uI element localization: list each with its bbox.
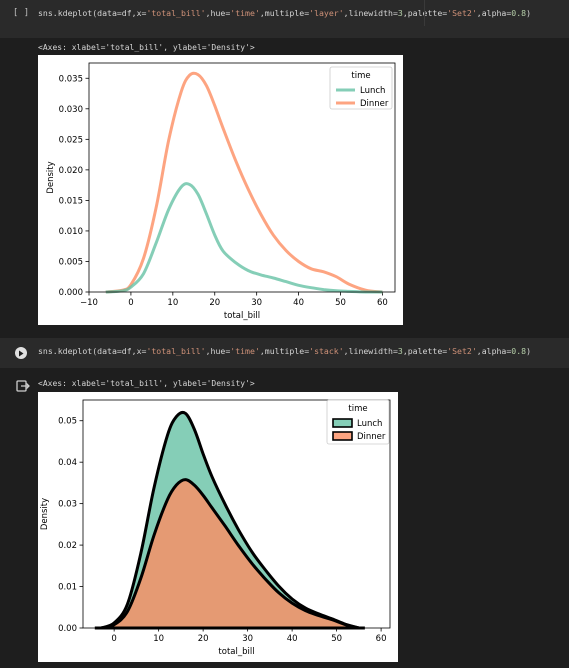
y-tick-label: 0.015 [59, 196, 83, 206]
y-tick-label: 0.020 [59, 166, 83, 176]
y-tick-label: 0.035 [59, 74, 83, 84]
y-tick-label: 0.005 [59, 257, 83, 267]
x-tick-label: 20 [209, 298, 220, 308]
x-tick-label: 20 [198, 634, 209, 644]
kde-area-dinner [100, 479, 359, 628]
x-tick-label: 50 [331, 634, 342, 644]
y-axis-label: Density [46, 161, 56, 193]
axes-frame [88, 62, 396, 293]
axes-frame [82, 399, 391, 629]
y-tick-label: 0.030 [59, 105, 83, 115]
legend-swatch-dinner [332, 431, 353, 441]
run-button-2[interactable] [8, 338, 34, 368]
run-status-label: [ ] [12, 8, 30, 18]
output-redirect-icon[interactable] [16, 377, 30, 392]
code-cell-2[interactable]: sns.kdeplot(data=df,x='total_bill',hue='… [0, 338, 569, 368]
y-tick-label: 0.010 [59, 227, 83, 237]
code-text-1[interactable]: sns.kdeplot(data=df,x='total_bill',hue='… [38, 8, 532, 18]
y-tick-label: 0.05 [58, 417, 77, 427]
output-text-1: <Axes: xlabel='total_bill', ylabel='Dens… [38, 43, 255, 52]
x-axis-label: total_bill [218, 647, 254, 657]
plot-2: 0 10 20 30 40 50 60 0.00 0.01 0.02 0.03 0.04 0.05 tot… [38, 392, 398, 662]
legend-box [329, 66, 393, 110]
y-tick-label: 0.025 [59, 135, 83, 145]
play-icon[interactable] [15, 347, 27, 359]
code-cell-1[interactable]: [ ] sns.kdeplot(data=df,x='total_bill',h… [0, 0, 569, 26]
kde-layer-chart: −10 0 10 20 30 40 50 60 0.000 0.005 0.010 0.015 0.02… [46, 62, 396, 321]
kde-outline-dinner [100, 478, 360, 630]
y-axis-label: Density [40, 498, 50, 530]
output-text-2: <Axes: xlabel='total_bill', ylabel='Dens… [38, 379, 255, 388]
x-tick-label: 60 [377, 298, 388, 308]
y-tick-label: 0.00 [58, 624, 77, 634]
x-tick-label: 30 [251, 298, 262, 308]
kde-line-lunch [105, 182, 383, 294]
kde-line-dinner [105, 71, 383, 294]
legend-entry-dinner: Dinner [357, 432, 386, 442]
legend-title: time [348, 404, 367, 414]
y-tick-label: 0.01 [58, 583, 77, 593]
x-tick-label: 0 [111, 634, 116, 644]
code-text-2[interactable]: sns.kdeplot(data=df,x='total_bill',hue='… [38, 346, 532, 356]
x-axis-label: total_bill [224, 311, 260, 321]
legend-entry-lunch: Lunch [360, 86, 385, 96]
code-cell-1-pad [0, 26, 569, 38]
legend-title: time [351, 71, 370, 81]
kde-outline-lunch [100, 410, 360, 630]
code-divider [424, 0, 425, 26]
plot-1: −10 0 10 20 30 40 50 60 0.000 0.005 0.010 0.015 0.02… [38, 55, 403, 325]
x-tick-label: 60 [376, 634, 387, 644]
x-tick-label: 30 [242, 634, 253, 644]
x-tick-label: 50 [335, 298, 346, 308]
y-tick-label: 0.02 [58, 541, 77, 551]
y-tick-label: 0.04 [58, 458, 77, 468]
y-tick-label: 0.03 [58, 500, 77, 510]
legend-entry-lunch: Lunch [357, 419, 382, 429]
x-tick-label: 10 [153, 634, 164, 644]
run-button-1[interactable]: [ ] [8, 0, 34, 26]
kde-stack-chart: 0 10 20 30 40 50 60 0.00 0.01 0.02 0.03 0.04 0.05 tot… [40, 399, 391, 657]
legend-entry-dinner: Dinner [360, 99, 389, 109]
x-tick-label: −10 [80, 298, 98, 308]
y-tick-label: 0.000 [59, 288, 83, 298]
x-tick-label: 0 [128, 298, 133, 308]
legend-swatch-lunch [332, 418, 353, 428]
x-tick-label: 40 [293, 298, 304, 308]
x-tick-label: 40 [287, 634, 298, 644]
x-tick-label: 10 [167, 298, 178, 308]
